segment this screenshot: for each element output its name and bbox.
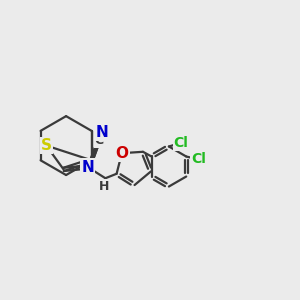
Text: O: O [115,146,128,161]
Text: Cl: Cl [173,136,188,150]
Text: S: S [41,138,52,153]
Text: N: N [95,125,108,140]
Text: C: C [94,134,104,147]
Text: H: H [99,180,109,193]
Text: N: N [81,160,94,175]
Text: Cl: Cl [191,152,206,167]
